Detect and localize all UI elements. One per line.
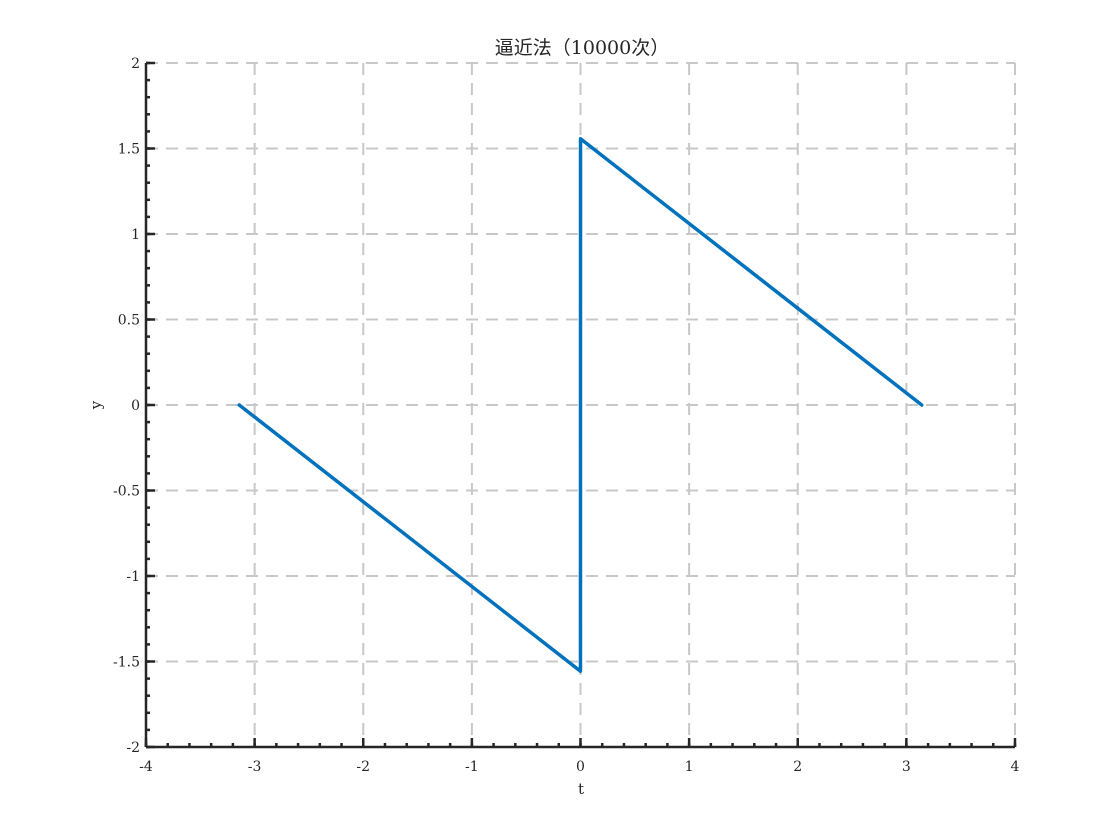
- chart-title: 逼近法（10000次）: [495, 37, 669, 59]
- labels: 逼近法（10000次） t y: [87, 37, 669, 798]
- y-tick-label: -1: [126, 569, 140, 585]
- y-tick-label: 1: [131, 227, 140, 243]
- plot-area: [237, 137, 924, 673]
- y-tick-label: -2: [126, 740, 140, 756]
- y-tick-label: -0.5: [113, 484, 140, 500]
- x-tick-label: 4: [1011, 759, 1020, 775]
- x-tick-label: 1: [685, 759, 694, 775]
- x-tick-label: 2: [793, 759, 802, 775]
- x-tick-label: 0: [576, 759, 585, 775]
- y-axis-label: y: [87, 400, 105, 410]
- x-axis-label: t: [578, 780, 584, 798]
- x-tick-label: -3: [248, 759, 262, 775]
- x-tick-label: -2: [356, 759, 370, 775]
- y-tick-label: 0.5: [118, 313, 140, 329]
- x-tick-label: 3: [902, 759, 911, 775]
- ticks: -4 -3 -2 -1 0 1 2 3 4 -2 -1.5 -1 -0.5 0 0.5 1 1.5 2: [113, 56, 1020, 775]
- x-tick-label: -4: [139, 759, 153, 775]
- y-tick-label: 0: [131, 398, 140, 414]
- series-line: [237, 137, 924, 673]
- y-tick-label: 2: [131, 56, 140, 72]
- y-tick-label: -1.5: [113, 655, 140, 671]
- x-tick-label: -1: [465, 759, 479, 775]
- y-tick-label: 1.5: [118, 142, 140, 158]
